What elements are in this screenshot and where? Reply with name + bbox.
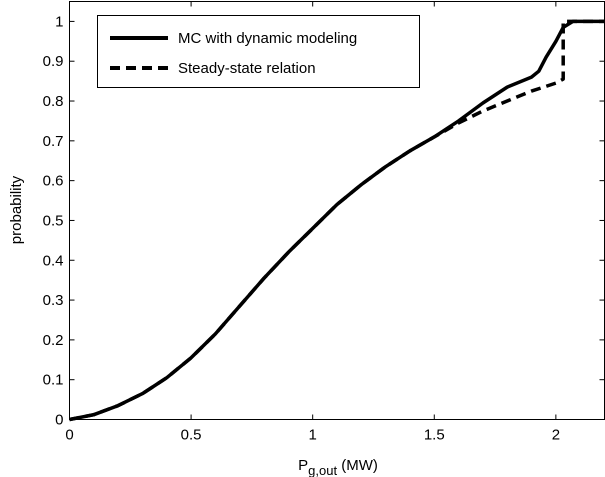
y-tick-label: 0 [55,412,63,429]
y-tick-label: 0.9 [43,53,64,70]
y-tick-label: 0.4 [43,252,64,269]
y-axis-label: probability [8,175,25,244]
y-tick-label: 1 [55,13,63,30]
x-axis-label: Pg,out (MW) [298,457,378,477]
x-tick-label: 1.5 [424,427,445,444]
y-tick-label: 0.8 [43,93,64,110]
x-axis-label-sub: g,out [308,463,337,477]
legend-label-dynamic: MC with dynamic modeling [178,30,357,47]
series-line-mc-dynamic [69,19,605,422]
x-tick-label: 0.5 [181,427,202,444]
y-tick-label: 0.5 [43,212,64,229]
y-tick-label: 0.7 [43,133,64,150]
legend-box [97,15,420,88]
y-tick-label: 0.3 [43,292,64,309]
x-tick-label: 0 [65,427,73,444]
y-tick-label: 0.1 [43,372,64,389]
y-tick-label: 0.2 [43,332,64,349]
ticks: 0 0.5 1 1.5 2 0 0.1 0.2 0.3 0.4 0.5 0.6 0.7 0.8 0.9 1 [43,1,605,444]
x-axis-label-main: P [298,457,308,474]
x-axis-label-unit: (MW) [337,457,378,474]
series-layer [69,19,605,422]
legend: MC with dynamic modeling Steady-state re… [97,15,420,88]
x-tick-label: 1 [309,427,317,444]
x-tick-label: 2 [552,427,560,444]
y-tick-label: 0.6 [43,173,64,190]
legend-label-steady: Steady-state relation [178,60,316,77]
plot-area: 0 0.5 1 1.5 2 0 0.1 0.2 0.3 0.4 0.5 0.6 0.7 0.8 0.9 1 [43,1,605,444]
